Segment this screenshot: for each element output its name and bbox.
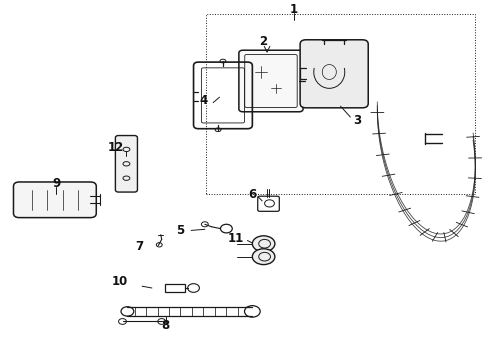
Text: 1: 1 xyxy=(290,3,298,15)
Ellipse shape xyxy=(252,236,275,252)
Text: 9: 9 xyxy=(52,177,60,190)
Text: 11: 11 xyxy=(228,232,245,245)
Text: 5: 5 xyxy=(176,224,184,237)
Text: 8: 8 xyxy=(162,319,170,332)
FancyBboxPatch shape xyxy=(116,136,137,192)
Text: 6: 6 xyxy=(249,188,257,201)
Text: 2: 2 xyxy=(260,35,268,48)
FancyBboxPatch shape xyxy=(14,182,96,217)
Ellipse shape xyxy=(252,249,275,265)
Text: 10: 10 xyxy=(112,275,128,288)
FancyBboxPatch shape xyxy=(239,50,303,112)
Text: 7: 7 xyxy=(136,240,144,253)
Text: 3: 3 xyxy=(354,114,362,127)
Bar xyxy=(206,14,475,194)
Text: 4: 4 xyxy=(199,94,207,107)
FancyBboxPatch shape xyxy=(300,40,368,108)
Bar xyxy=(165,284,185,292)
Text: 12: 12 xyxy=(108,141,124,154)
